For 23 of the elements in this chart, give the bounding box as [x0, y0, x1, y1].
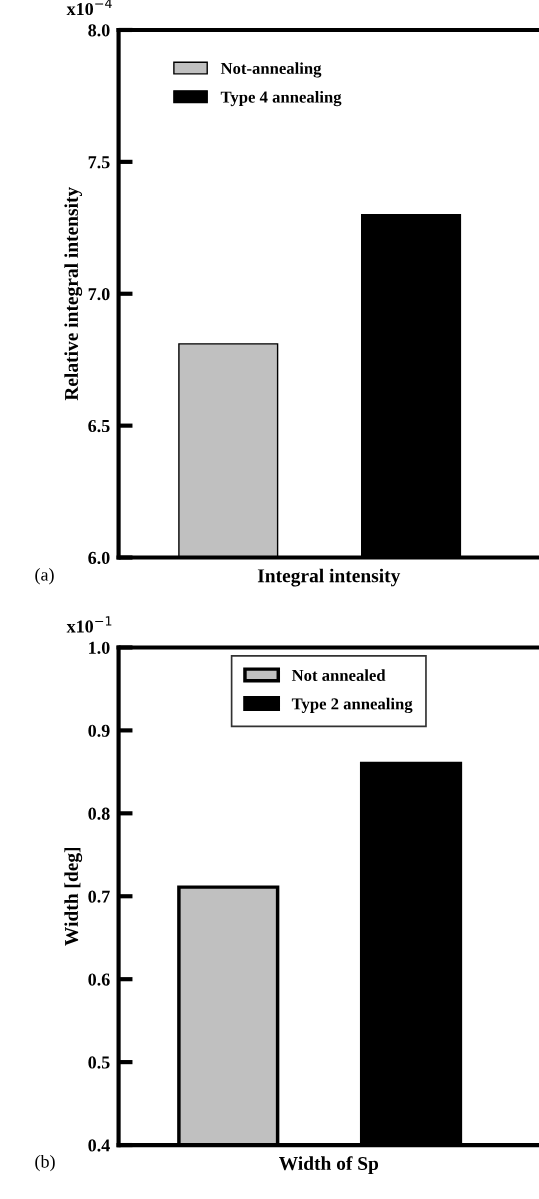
- legend-label: Not-annealing: [220, 62, 322, 78]
- y-tick-label: 6.0: [88, 551, 110, 565]
- legend-label: Type 2 annealing: [291, 697, 413, 714]
- y-tick-label: 1.0: [89, 641, 110, 654]
- y-tick-label: 0.8: [88, 807, 110, 820]
- y-tick-label: 8.0: [88, 24, 110, 37]
- y-axis-title: Width [deg]: [64, 847, 83, 946]
- y-tick-label: 0.7: [88, 890, 110, 903]
- x-axis-title: Integral intensity: [257, 568, 401, 587]
- y-tick-label: 0.5: [88, 1056, 110, 1069]
- y-tick-label: 7.5: [88, 156, 110, 169]
- legend-label: Type 4 annealing: [220, 90, 342, 107]
- y-tick-label: 0.6: [88, 973, 110, 986]
- y-tick-label: 0.4: [88, 1139, 110, 1152]
- y-tick-label: 6.5: [88, 419, 110, 433]
- text: x10$^{−1}$: [66, 616, 112, 633]
- y-tick-label: 7.0: [88, 288, 110, 301]
- text: (a): [35, 568, 54, 585]
- y-axis-title: Relative integral intensity: [64, 187, 83, 401]
- text: (b): [35, 1155, 55, 1172]
- legend-label: Not annealed: [291, 669, 386, 681]
- y-tick-label: 0.9: [88, 724, 110, 737]
- x-axis-title: Width of Sp: [278, 1156, 379, 1174]
